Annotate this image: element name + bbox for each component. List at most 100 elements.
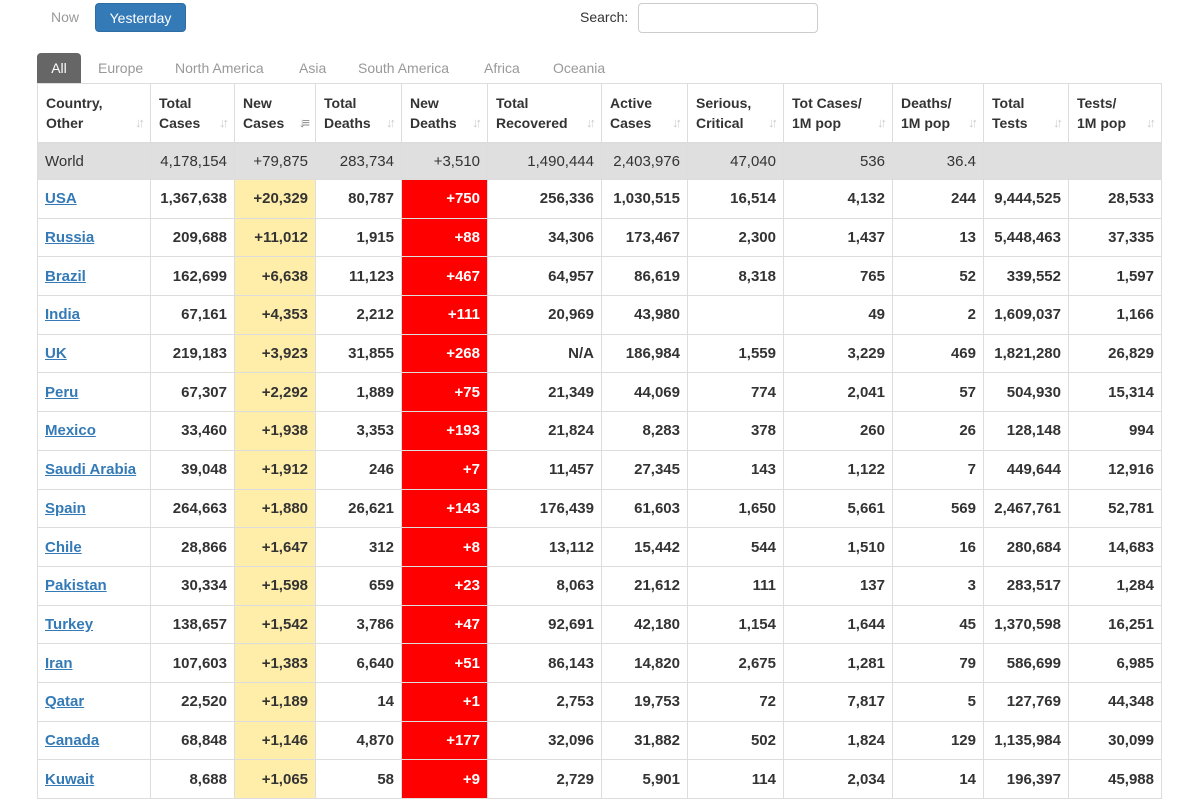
- cell-new-cases: +1,383: [234, 643, 316, 683]
- column-header-country[interactable]: Country, Other ↓↑: [37, 83, 151, 144]
- column-header-serious-critical[interactable]: Serious, Critical ↓↑: [687, 83, 784, 144]
- cell-total-cases: 4,178,154: [150, 142, 235, 180]
- cell-new-deaths: +88: [401, 217, 488, 258]
- cell-tests-per-1m: 28,533: [1068, 179, 1162, 219]
- country-link[interactable]: Iran: [45, 654, 73, 672]
- cell-total-cases: 68,848: [150, 720, 235, 761]
- cell-country: Turkey: [37, 604, 151, 645]
- cell-serious-critical: 143: [687, 449, 784, 490]
- cell-total-cases: 28,866: [150, 527, 235, 567]
- cell-deaths-per-1m: 26: [892, 411, 984, 451]
- country-link[interactable]: Qatar: [45, 693, 85, 711]
- column-header-active-cases[interactable]: Active Cases ↓↑: [601, 83, 688, 144]
- yesterday-button[interactable]: Yesterday: [95, 3, 186, 32]
- column-header-total-tests[interactable]: Total Tests ↓↑: [983, 83, 1069, 144]
- country-link[interactable]: Spain: [45, 499, 86, 517]
- cell-total-deaths: 26,621: [315, 488, 402, 529]
- cell-total-recovered: 2,729: [487, 759, 602, 799]
- cell-serious-critical: 1,559: [687, 333, 784, 374]
- country-link[interactable]: UK: [45, 345, 67, 363]
- cell-total-tests: 2,467,761: [983, 488, 1069, 529]
- table-row: Turkey 138,657 +1,542 3,786 +47 92,691 42,180 1…: [37, 604, 1162, 645]
- country-link[interactable]: Brazil: [45, 267, 86, 285]
- cell-country: Iran: [37, 643, 151, 683]
- column-header-deaths-per-1m[interactable]: Deaths/1M pop ↓↑: [892, 83, 984, 144]
- cell-deaths-per-1m: 244: [892, 179, 984, 219]
- cell-tot-cases-per-1m: 1,510: [783, 527, 893, 567]
- table-row: Chile 28,866 +1,647 312 +8 13,112 15,442 544 1,5…: [37, 527, 1162, 567]
- sort-icon: ↓↑: [1053, 114, 1063, 130]
- tab-south-america[interactable]: South America: [358, 60, 450, 76]
- cell-total-cases: 39,048: [150, 449, 235, 490]
- tab-africa[interactable]: Africa: [484, 60, 520, 76]
- country-link[interactable]: USA: [45, 190, 77, 208]
- cell-new-cases: +3,923: [234, 333, 316, 374]
- cell-total-deaths: 312: [315, 527, 402, 567]
- cell-tot-cases-per-1m: 137: [783, 565, 893, 606]
- column-header-label: Total: [324, 94, 357, 111]
- cell-tests-per-1m: 6,985: [1068, 643, 1162, 683]
- column-header-tests-per-1m[interactable]: Tests/1M pop ↓↑: [1068, 83, 1162, 144]
- column-header-label: 1M pop: [1077, 114, 1126, 131]
- column-header-label: Cases: [159, 114, 201, 131]
- cell-total-deaths: 4,870: [315, 720, 402, 761]
- table-row: Iran 107,603 +1,383 6,640 +51 86,143 14,820 2,6…: [37, 643, 1162, 683]
- cell-active-cases: 15,442: [601, 527, 688, 567]
- cell-active-cases: 61,603: [601, 488, 688, 529]
- cell-active-cases: 43,980: [601, 295, 688, 335]
- cell-tests-per-1m: 30,099: [1068, 720, 1162, 761]
- cell-active-cases: 186,984: [601, 333, 688, 374]
- country-link[interactable]: Peru: [45, 383, 79, 401]
- column-header-total-cases[interactable]: Total Cases ↓↑: [150, 83, 235, 144]
- cell-tot-cases-per-1m: 2,034: [783, 759, 893, 799]
- cell-total-recovered: 34,306: [487, 217, 602, 258]
- cell-total-deaths: 3,353: [315, 411, 402, 451]
- column-header-new-cases[interactable]: New Cases ↓≡: [234, 83, 316, 144]
- country-link[interactable]: Turkey: [45, 615, 94, 633]
- column-header-new-deaths[interactable]: New Deaths ↓↑: [401, 83, 488, 144]
- country-link[interactable]: Russia: [45, 229, 95, 247]
- column-header-label: Tests/: [1077, 94, 1117, 111]
- cell-total-deaths: 6,640: [315, 643, 402, 683]
- sort-icon: ↓↑: [877, 114, 887, 130]
- country-link[interactable]: Pakistan: [45, 577, 107, 595]
- tab-north-america[interactable]: North America: [175, 60, 264, 76]
- cell-total-deaths: 3,786: [315, 604, 402, 645]
- cell-tot-cases-per-1m: 1,644: [783, 604, 893, 645]
- cell-new-cases: +1,542: [234, 604, 316, 645]
- column-header-label: Cases: [610, 114, 652, 131]
- cell-country: Peru: [37, 372, 151, 413]
- country-link[interactable]: Kuwait: [45, 770, 95, 788]
- cell-total-deaths: 2,212: [315, 295, 402, 335]
- cell-new-cases: +20,329: [234, 179, 316, 219]
- tab-europe[interactable]: Europe: [98, 60, 144, 76]
- column-header-total-deaths[interactable]: Total Deaths ↓↑: [315, 83, 402, 144]
- now-button[interactable]: Now: [50, 9, 79, 25]
- tab-asia[interactable]: Asia: [299, 60, 327, 76]
- cell-new-deaths: +268: [401, 333, 488, 374]
- column-header-total-recovered[interactable]: Total Recovered ↓↑: [487, 83, 602, 144]
- cell-total-cases: 264,663: [150, 488, 235, 529]
- cell-new-cases: +1,912: [234, 449, 316, 490]
- column-header-tot-cases-per-1m[interactable]: Tot Cases/1M pop ↓↑: [783, 83, 893, 144]
- sort-icon: ↓↑: [219, 114, 229, 130]
- country-link[interactable]: Saudi Arabia: [45, 461, 137, 479]
- cell-new-deaths: +193: [401, 411, 488, 451]
- tab-oceania[interactable]: Oceania: [553, 60, 606, 76]
- country-link[interactable]: Chile: [45, 538, 82, 556]
- cell-deaths-per-1m: 57: [892, 372, 984, 413]
- cell-country: UK: [37, 333, 151, 374]
- cell-active-cases: 31,882: [601, 720, 688, 761]
- tab-all[interactable]: All: [37, 53, 81, 83]
- cell-total-tests: 1,609,037: [983, 295, 1069, 335]
- country-link[interactable]: Mexico: [45, 422, 96, 440]
- search-input[interactable]: [638, 3, 818, 33]
- table-row: India 67,161 +4,353 2,212 +111 20,969 43,980 49…: [37, 295, 1162, 335]
- cell-total-cases: 33,460: [150, 411, 235, 451]
- cell-total-recovered: 2,753: [487, 681, 602, 722]
- country-link[interactable]: Canada: [45, 731, 100, 749]
- cell-tot-cases-per-1m: 1,437: [783, 217, 893, 258]
- cell-new-cases: +1,189: [234, 681, 316, 722]
- country-link[interactable]: India: [45, 306, 81, 324]
- cell-active-cases: 42,180: [601, 604, 688, 645]
